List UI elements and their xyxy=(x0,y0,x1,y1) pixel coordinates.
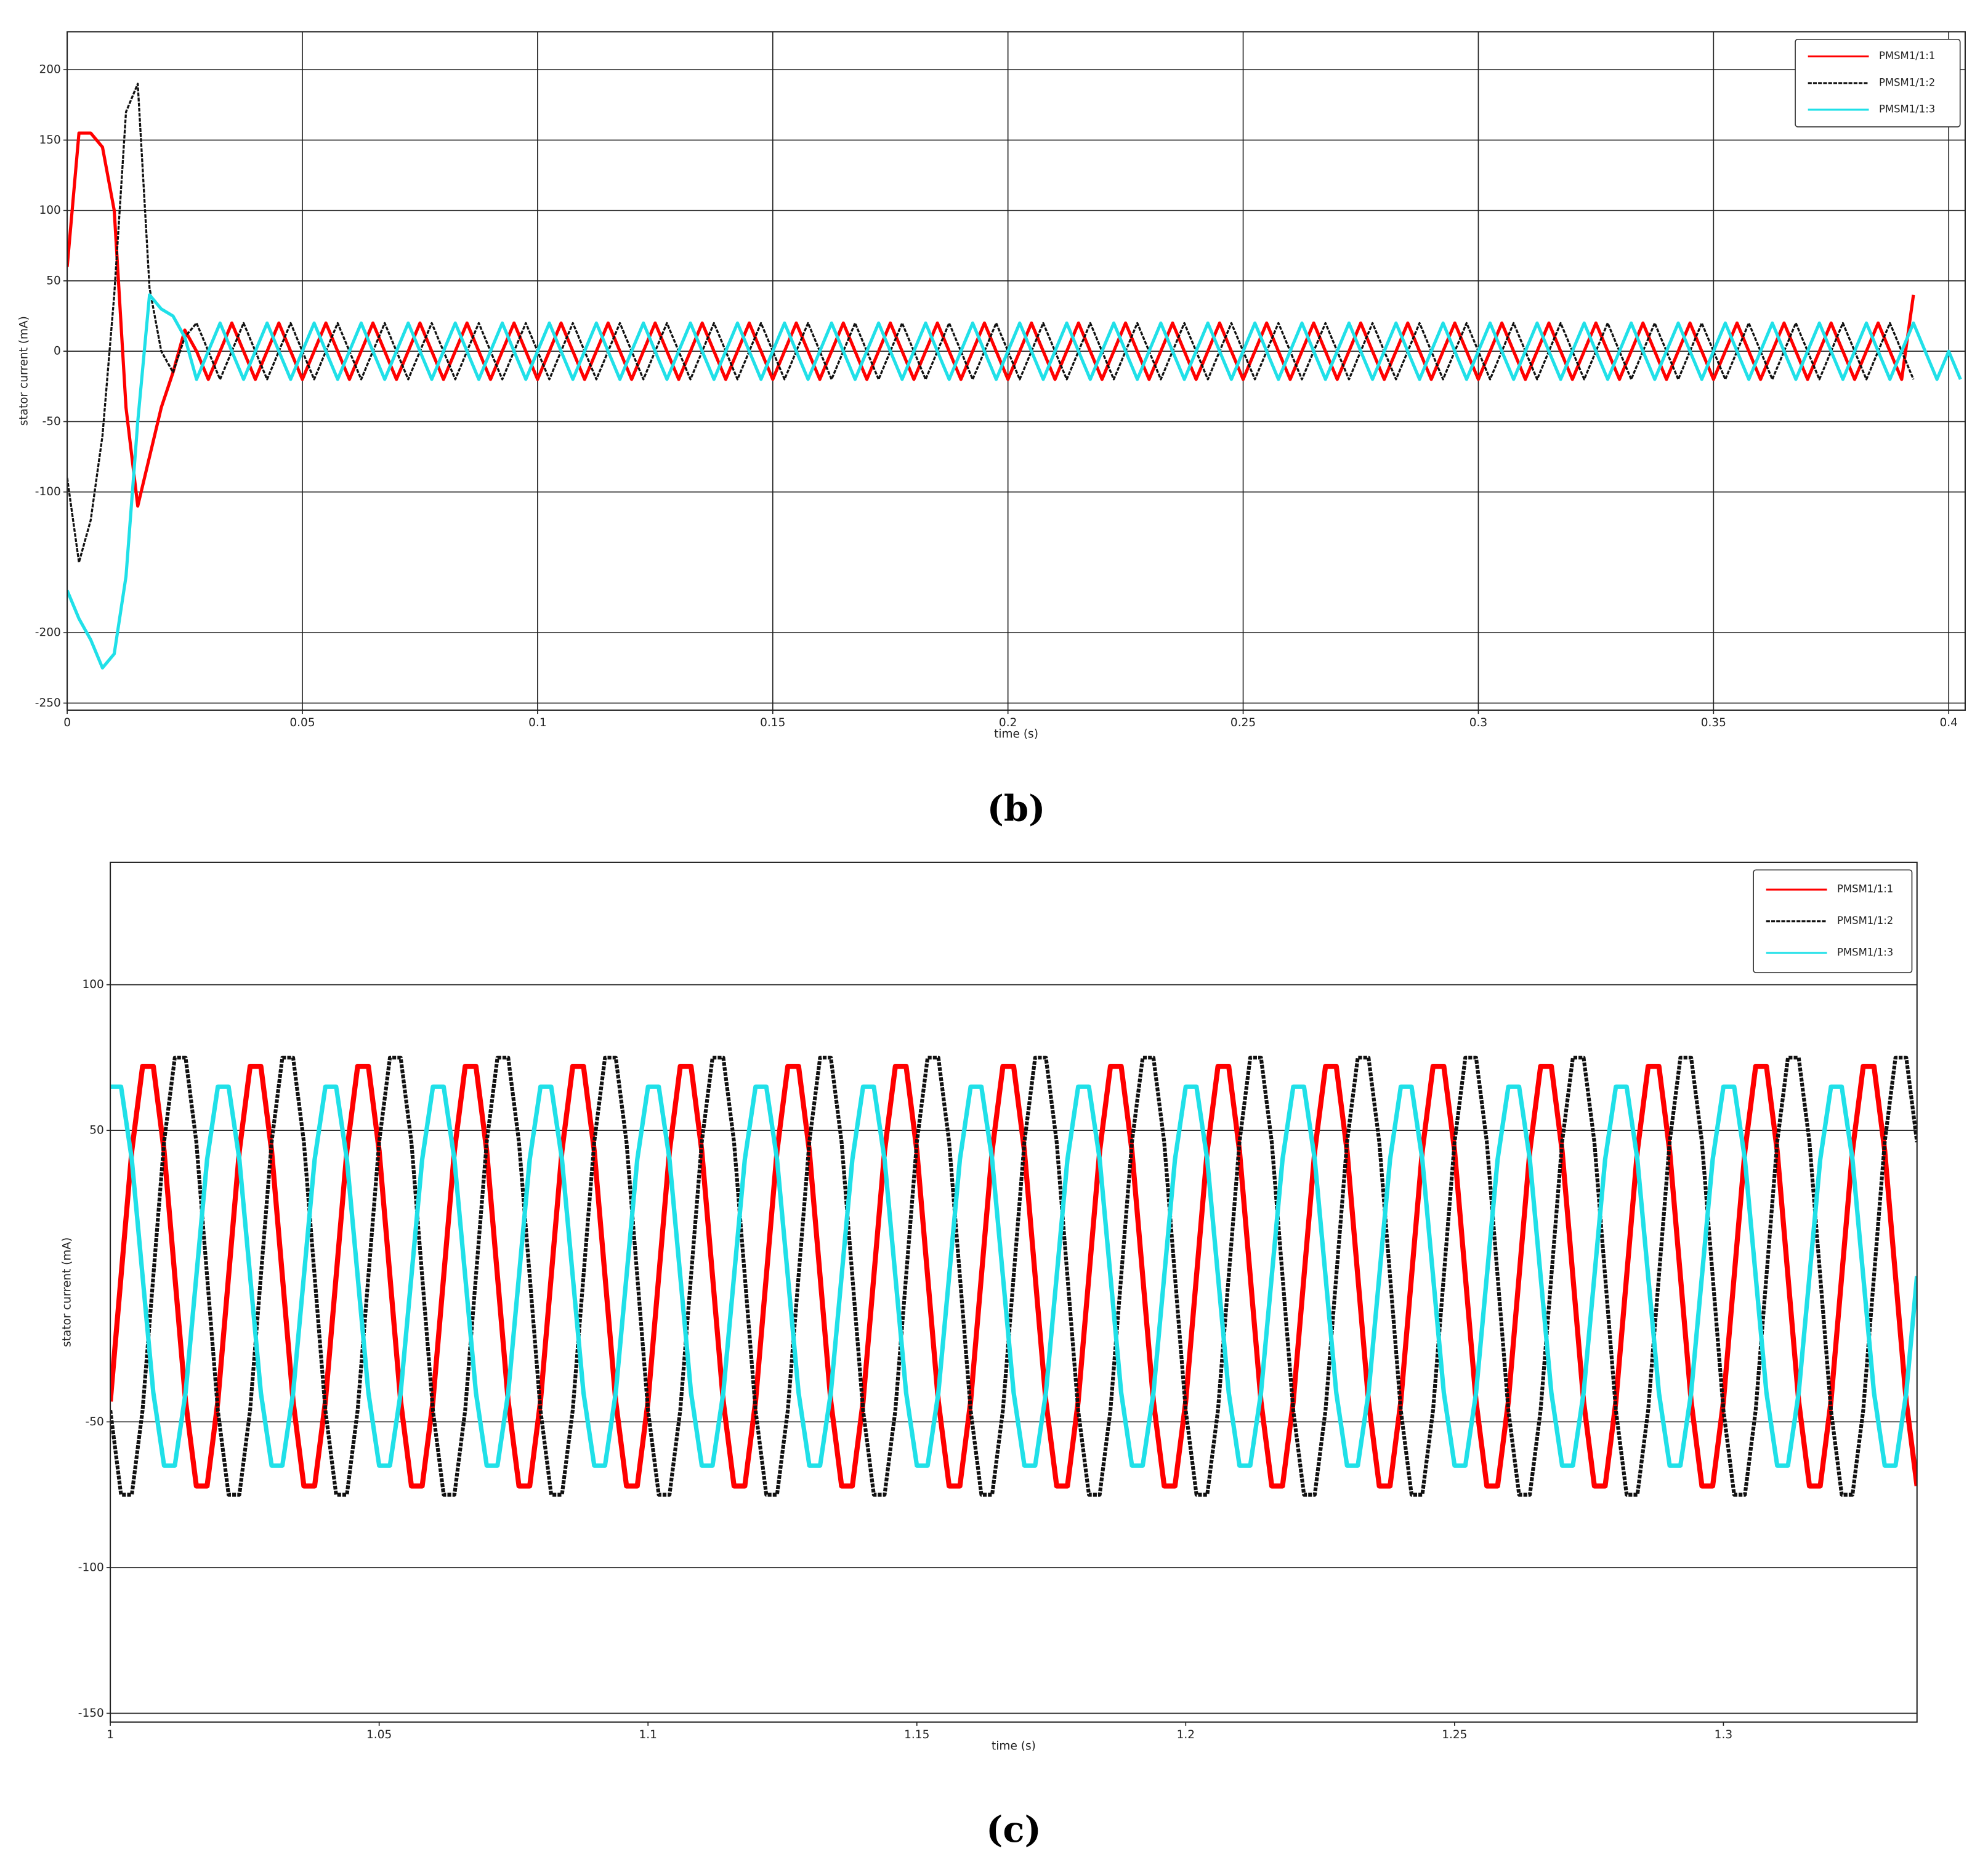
x-tick-label: 0 xyxy=(63,716,71,729)
caption: (c) xyxy=(986,1808,1041,1850)
x-tick-label: 0.15 xyxy=(760,716,785,729)
x-tick-label: 1.15 xyxy=(904,1728,929,1741)
y-tick-label: 0 xyxy=(54,345,61,358)
series-line xyxy=(67,83,1915,564)
series-line xyxy=(110,1084,1917,1468)
x-tick-label: 1.1 xyxy=(639,1728,657,1741)
y-tick-label: -50 xyxy=(42,415,61,428)
legend-label: PMSM1/1:2 xyxy=(1879,76,1935,88)
x-axis-label: time (s) xyxy=(994,727,1038,740)
plot-area xyxy=(110,862,1917,1722)
y-tick-label: -250 xyxy=(35,697,61,710)
y-tick-label: 150 xyxy=(39,134,60,147)
series-group xyxy=(110,1055,1917,1497)
series-line xyxy=(67,131,1915,508)
x-tick-label: 0.35 xyxy=(1701,716,1726,729)
x-tick-label: 0.25 xyxy=(1230,716,1256,729)
x-tick-label: 1 xyxy=(107,1728,114,1741)
x-tick-label: 1.3 xyxy=(1715,1728,1732,1741)
x-tick-label: 0.1 xyxy=(528,716,546,729)
series-line xyxy=(67,293,1962,670)
legend-box xyxy=(1795,39,1961,128)
caption: (b) xyxy=(987,788,1046,830)
y-axis-label: stator current (mA) xyxy=(18,316,31,426)
y-tick-label: -200 xyxy=(35,626,61,639)
legend-label: PMSM1/1:1 xyxy=(1837,883,1893,895)
y-tick-label: 100 xyxy=(82,978,103,991)
plot-frame xyxy=(110,861,1918,1723)
x-tick-label: 1.2 xyxy=(1177,1728,1195,1741)
y-tick-label: 200 xyxy=(39,63,60,76)
y-tick-label: -100 xyxy=(35,485,61,498)
y-tick-label: -100 xyxy=(78,1561,104,1574)
y-axis-label: stator current (mA) xyxy=(61,1237,74,1347)
x-tick-label: 1.25 xyxy=(1442,1728,1467,1741)
y-tick-label: 100 xyxy=(39,204,60,217)
plot-frame xyxy=(67,31,1966,711)
series-line xyxy=(110,1055,1917,1497)
y-tick-label: 50 xyxy=(46,274,61,287)
legend-label: PMSM1/1:3 xyxy=(1837,947,1893,958)
x-tick-label: 0.2 xyxy=(999,716,1017,729)
y-tick-label: -50 xyxy=(86,1415,104,1428)
legend-label: PMSM1/1:2 xyxy=(1837,915,1893,926)
legend-box xyxy=(1753,869,1913,973)
y-tick-label: 50 xyxy=(89,1124,104,1137)
y-tick-label: -150 xyxy=(78,1707,104,1720)
x-tick-label: 1.05 xyxy=(366,1728,392,1741)
x-axis-label: time (s) xyxy=(992,1739,1036,1752)
x-tick-label: 0.3 xyxy=(1469,716,1487,729)
legend-label: PMSM1/1:3 xyxy=(1879,103,1935,115)
x-tick-label: 0.4 xyxy=(1939,716,1957,729)
x-tick-label: 0.05 xyxy=(289,716,315,729)
legend-label: PMSM1/1:1 xyxy=(1879,50,1935,62)
series-group xyxy=(67,83,1962,670)
